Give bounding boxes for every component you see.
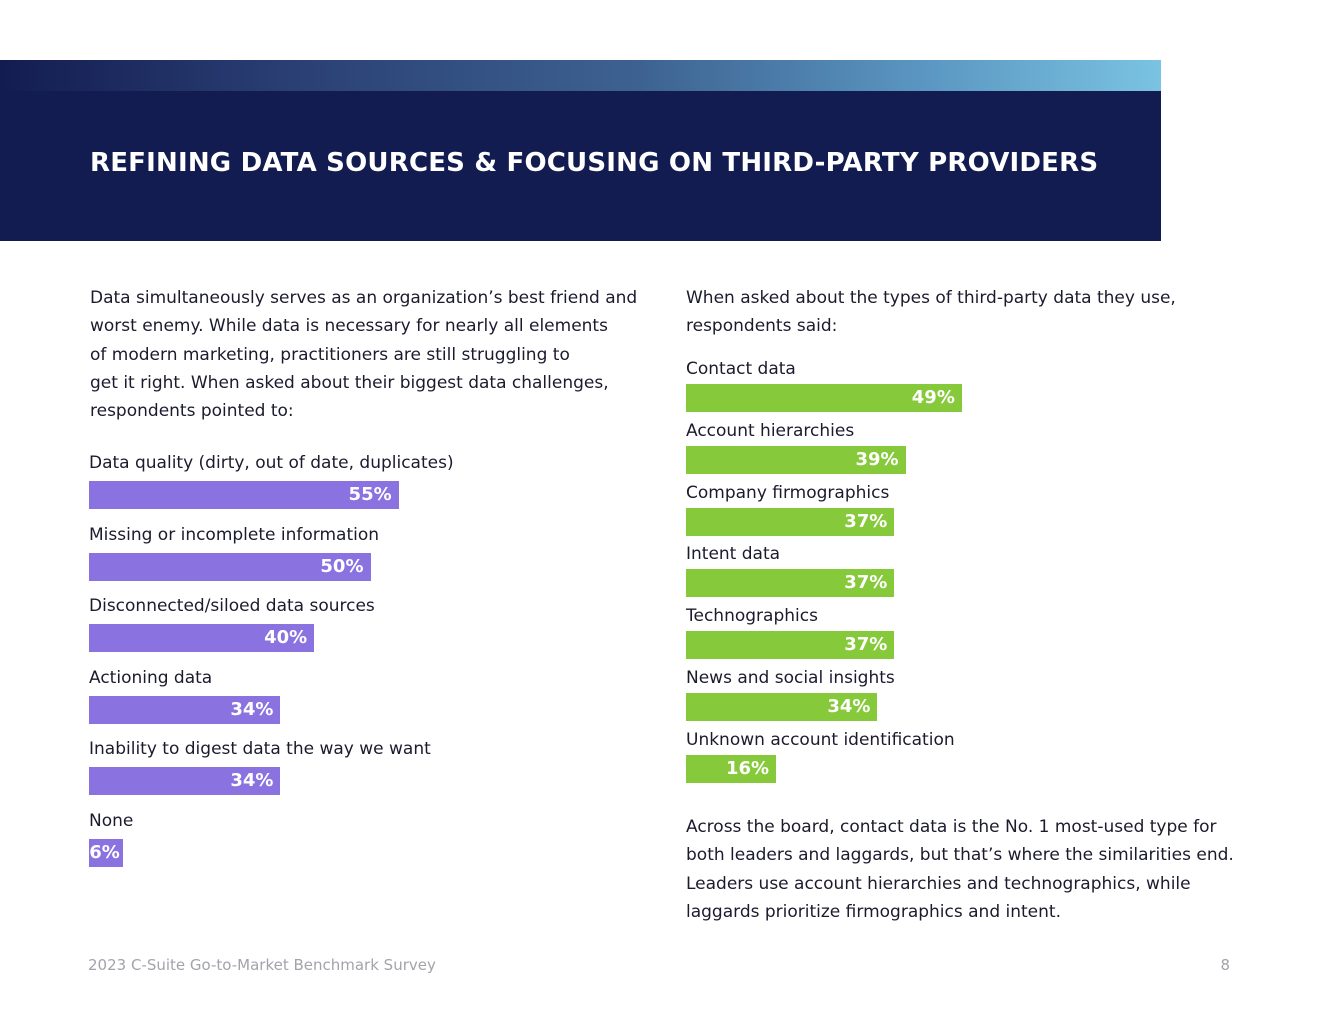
bar-category-label: Missing or incomplete information [89,524,380,545]
bar: 34% [89,695,281,724]
closing-line: laggards prioritize firmographics and in… [686,901,1061,922]
bar-category-label: Technographics [686,606,818,627]
bar-category-label: Unknown account identification [686,729,955,750]
footer-survey-title: 2023 C-Suite Go-to-Market Benchmark Surv… [88,956,436,974]
bar-value-label: 16% [725,757,770,779]
closing-line: Across the board, contact data is the No… [686,817,1217,837]
left-intro-line: of modern marketing, practitioners are s… [90,344,570,365]
chart-item: Contact data 49% [686,358,1246,412]
chart-item: None 6% [89,810,649,867]
bar-value-label: 37% [844,572,888,594]
bar-category-label: Inability to digest data the way we want [89,739,431,760]
bar-category-label: Disconnected/siloed data sources [89,596,375,617]
bar: 39% [686,445,906,474]
bar-value-label: 34% [230,770,274,792]
bar-value-label: 37% [844,510,888,532]
bar: 55% [89,481,399,509]
bar-value-label: 40% [264,627,308,649]
bar-value-label: 37% [844,634,888,656]
chart-item: News and social insights 34% [686,667,1246,721]
bar-category-label: Data quality (dirty, out of date, duplic… [89,453,454,473]
page-title: REFINING DATA SOURCES & FOCUSING ON THIR… [90,148,1099,178]
bar: 37% [686,569,895,598]
bar-category-label: None [89,811,134,831]
left-intro-line: respondents pointed to: [90,401,294,422]
bar-category-label: Account hierarchies [686,420,855,441]
chart-item: Company firmographics 37% [686,482,1246,536]
bar: 37% [686,507,895,536]
bar: 40% [89,624,315,653]
right-intro-line: respondents said: [686,316,838,337]
chart-item: Account hierarchies 39% [686,420,1246,474]
bar-value-label: 49% [911,387,955,408]
bar-category-label: Intent data [686,544,781,565]
bar: 50% [89,552,371,581]
chart-item: Intent data 37% [686,543,1246,598]
bar-value-label: 55% [348,484,392,505]
bar-value-label: 50% [320,555,364,577]
header-band [0,91,1161,241]
page-number: 8 [1220,956,1230,974]
bar-value-label: 34% [230,698,274,720]
chart-item: Actioning data 34% [89,667,649,724]
right-intro-line: When asked about the types of third-part… [686,288,1176,308]
chart-item: Inability to digest data the way we want… [89,738,649,796]
chart-item: Technographics 37% [686,605,1246,660]
chart-item: Missing or incomplete information 50% [89,524,649,581]
bar: 16% [686,754,777,783]
closing-line: Leaders use account hierarchies and tech… [686,873,1191,894]
bar: 37% [686,631,895,660]
chart-item: Disconnected/siloed data sources 40% [89,595,649,653]
chart-item: Data quality (dirty, out of date, duplic… [89,452,649,509]
left-intro-line: worst enemy. While data is necessary for… [90,316,608,337]
right-intro-paragraph: When asked about the types of third-part… [686,284,1246,341]
chart-item: Unknown account identification 16% [686,729,1246,783]
bar: 34% [686,693,878,721]
header-gradient-strip [0,60,1161,91]
bar: 49% [686,384,962,412]
bar-value-label: 6% [89,842,120,863]
closing-paragraph: Across the board, contact data is the No… [686,813,1246,926]
left-intro-line: Data simultaneously serves as an organiz… [90,288,638,308]
bar-category-label: News and social insights [686,668,895,688]
left-intro-line: get it right. When asked about their big… [90,372,609,393]
bar-category-label: Contact data [686,359,796,379]
bar-value-label: 39% [855,448,899,470]
bar-value-label: 34% [827,696,871,717]
bar: 34% [89,767,281,796]
bar: 6% [89,839,123,867]
closing-line: both leaders and laggards, but that’s wh… [686,845,1234,866]
left-intro-paragraph: Data simultaneously serves as an organiz… [90,284,638,425]
bar-category-label: Actioning data [89,667,213,688]
bar-category-label: Company firmographics [686,482,890,503]
